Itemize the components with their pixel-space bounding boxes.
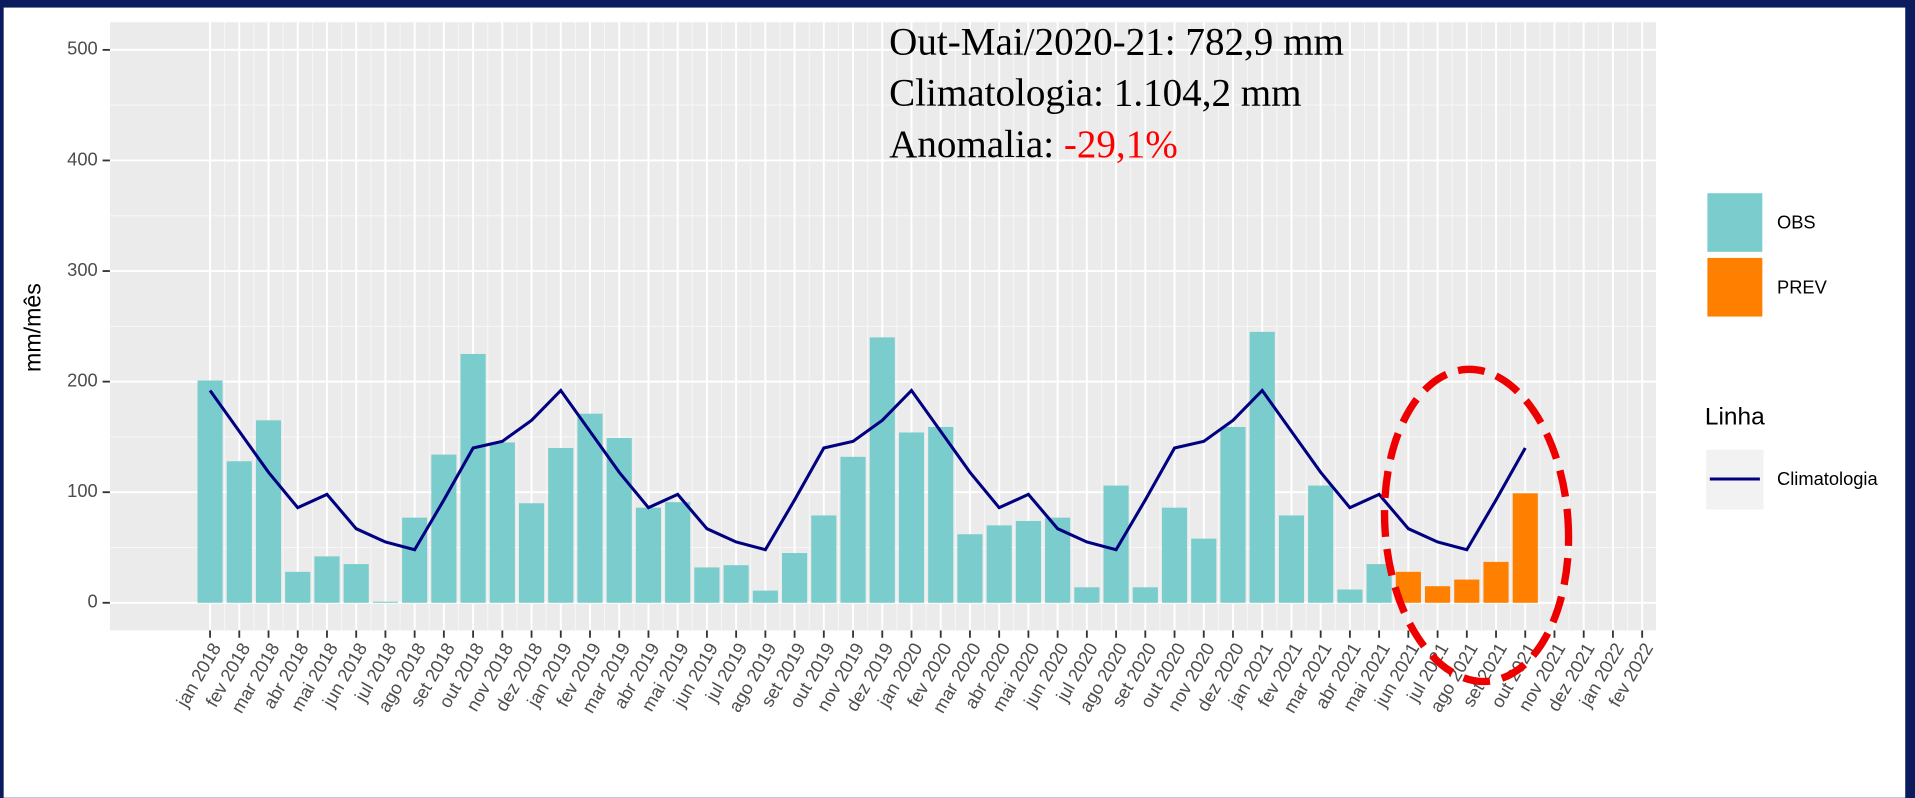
bar: [1308, 485, 1334, 603]
legend-label: Climatologia: [1777, 468, 1879, 489]
bar: [226, 461, 252, 603]
y-tick-label: 200: [67, 369, 98, 390]
bar: [1454, 579, 1480, 603]
y-tick-label: 100: [67, 480, 98, 501]
bar: [752, 590, 778, 603]
bar: [197, 380, 223, 603]
line: [208, 388, 1527, 552]
anomaly-label: Anomalia:: [889, 123, 1054, 166]
y-tick-label: 500: [67, 38, 98, 59]
bar: [723, 565, 749, 603]
bar: [1015, 520, 1041, 603]
bar: [869, 337, 895, 603]
bar: [255, 420, 282, 603]
annotation: Anomalia: -29,1%: [889, 123, 1178, 166]
bar: [1045, 517, 1071, 603]
bar: [986, 525, 1012, 603]
bar: [489, 442, 515, 603]
bar: [372, 601, 398, 603]
bar: [665, 502, 691, 603]
bar: [1074, 587, 1100, 603]
bar: [1161, 507, 1188, 603]
bar: [1425, 586, 1451, 603]
bar: [782, 553, 808, 603]
y-tick-label: 0: [88, 591, 98, 612]
y-axis-title: mm/mês: [19, 283, 45, 372]
bar: [518, 503, 545, 603]
bar: [811, 515, 837, 603]
legend-label: PREV: [1777, 276, 1828, 297]
bar: [1483, 561, 1509, 603]
bar: [402, 517, 428, 603]
bar: [548, 447, 574, 603]
annotation: Out-Mai/2020-21: 782,9 mm: [889, 20, 1344, 63]
bar: [1512, 493, 1538, 603]
bar: [1191, 538, 1217, 603]
bar: [285, 571, 311, 603]
bar: [1103, 485, 1129, 603]
bar: [928, 426, 954, 603]
bar: [314, 556, 340, 603]
bar: [460, 353, 486, 603]
annotation: Climatologia: 1.104,2 mm: [889, 72, 1301, 115]
bar: [1249, 331, 1275, 603]
bar: [957, 534, 983, 603]
bar: [1132, 587, 1158, 603]
bar: [694, 567, 720, 603]
legend-swatch: [1704, 255, 1765, 320]
legend-title: Linha: [1705, 403, 1765, 430]
bar: [635, 507, 662, 603]
y-tick-label: 300: [67, 259, 98, 280]
bar: [898, 432, 925, 603]
anomaly-value: -29,1%: [1064, 123, 1178, 166]
y-tick-label: 400: [67, 148, 98, 169]
bar: [1278, 515, 1305, 603]
bar: [840, 456, 866, 603]
bar: [343, 564, 369, 603]
bar: [1220, 426, 1246, 603]
bar: [431, 454, 457, 603]
legend-label: OBS: [1777, 212, 1816, 233]
bar: [1337, 589, 1363, 603]
highlight-ellipse: [1380, 365, 1573, 686]
legend-swatch: [1704, 190, 1765, 255]
bar: [606, 438, 632, 603]
